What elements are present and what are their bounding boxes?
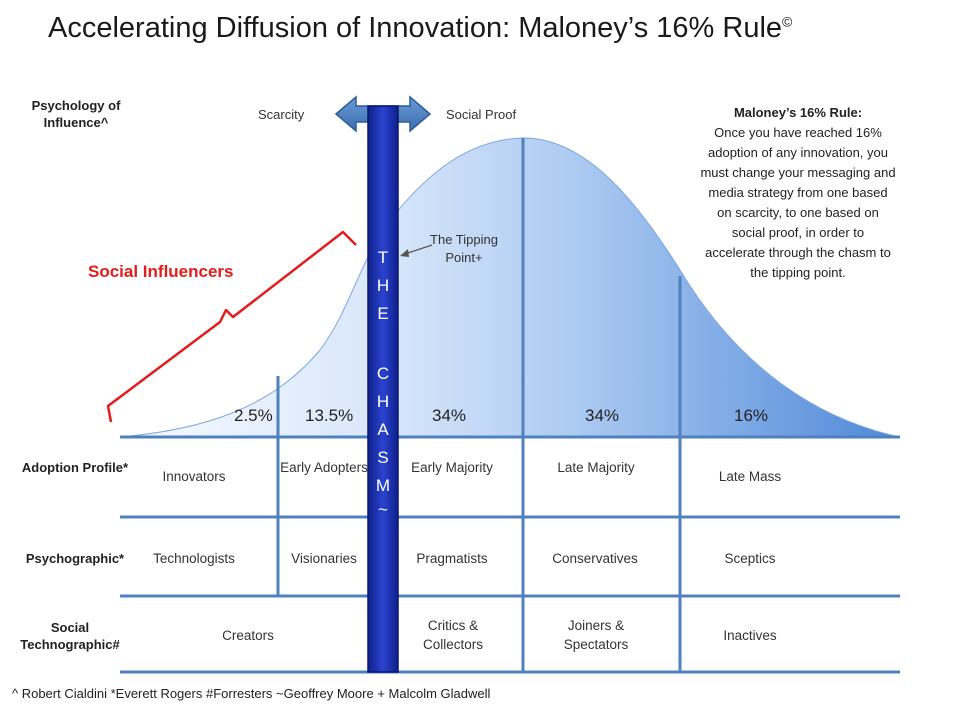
rule-line: adoption of any innovation, you — [708, 145, 888, 160]
pct-early-majority: 34% — [432, 406, 467, 425]
chasm-bar — [367, 105, 399, 673]
row-label-social-technographic: Social Technographic# — [20, 620, 120, 652]
cell-early-adopters: Early Adopters — [280, 460, 368, 475]
chasm-letter: H — [376, 392, 390, 411]
chasm-letter: E — [377, 304, 389, 323]
cell-conservatives: Conservatives — [552, 551, 638, 566]
tipping-point-arrowhead — [400, 249, 409, 257]
chasm-letter: S — [377, 448, 389, 467]
social-influencers-label: Social Influencers — [88, 262, 234, 281]
row-label-adoption: Adoption Profile* — [21, 460, 129, 475]
rule-line: must change your messaging and — [700, 165, 896, 180]
rule-line: the tipping point. — [750, 265, 846, 280]
rule-box: Maloney’s 16% Rule: Once you have reache… — [678, 103, 918, 283]
row-label-influence: Psychology of Influence^ — [31, 98, 121, 130]
cell-sceptics: Sceptics — [724, 551, 776, 566]
page-title: Accelerating Diffusion of Innovation: Ma… — [48, 12, 793, 44]
cell-technologists: Technologists — [153, 551, 235, 566]
chasm-letter: A — [377, 420, 389, 439]
cell-pragmatists: Pragmatists — [416, 551, 488, 566]
rule-line: accelerate through the chasm to — [705, 245, 891, 260]
rule-line: social proof, in order to — [731, 225, 865, 240]
tipping-point-label: The Tipping Point+ — [430, 232, 498, 265]
cell-visionaries: Visionaries — [291, 551, 357, 566]
rule-line: on scarcity, to one based on — [717, 205, 879, 220]
chasm-letter: T — [377, 248, 389, 267]
cell-late-mass: Late Mass — [718, 469, 782, 484]
pct-early-adopters: 13.5% — [305, 406, 354, 425]
pct-late-majority: 34% — [585, 406, 620, 425]
rule-heading: Maloney’s 16% Rule: — [733, 105, 863, 120]
pct-late-mass: 16% — [734, 406, 769, 425]
chasm-letter: C — [376, 364, 390, 383]
rule-line: Once you have reached 16% — [714, 125, 882, 140]
pct-innovators: 2.5% — [234, 406, 273, 425]
footnote: ^ Robert Cialdini *Everett Rogers #Forre… — [12, 686, 491, 701]
cell-joiners-spectators: Joiners & Spectators — [563, 618, 629, 652]
cell-innovators: Innovators — [162, 469, 226, 484]
cell-creators: Creators — [222, 628, 274, 643]
row-label-psychographic: Psychographic* — [25, 551, 125, 566]
chasm-letter: ~ — [378, 500, 388, 519]
chasm-letter: M — [375, 476, 391, 495]
cell-inactives: Inactives — [723, 628, 777, 643]
adoption-bell-curve — [119, 137, 901, 438]
cell-late-majority: Late Majority — [557, 460, 635, 475]
rule-line: media strategy from one based — [708, 185, 888, 200]
chasm-letter: H — [376, 276, 390, 295]
cell-early-majority: Early Majority — [411, 460, 493, 475]
cell-critics-collectors: Critics & Collectors — [422, 618, 484, 652]
label-scarcity: Scarcity — [258, 107, 305, 122]
label-social-proof: Social Proof — [446, 107, 517, 122]
social-influencers-bracket — [106, 230, 357, 423]
